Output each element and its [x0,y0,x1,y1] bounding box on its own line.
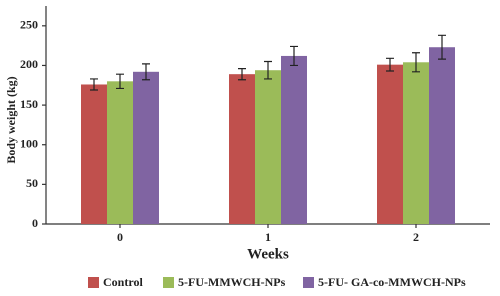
y-tick-label: 50 [26,176,38,190]
y-tick-label: 100 [20,136,38,150]
error-bar [412,52,420,73]
legend-label: Control [103,275,143,289]
x-tick-label: 2 [413,230,419,244]
error-bar [438,34,446,60]
error-bar [264,60,272,80]
bar [133,71,159,225]
bar [429,47,455,224]
legend-swatch [88,277,99,288]
y-tick-label: 250 [20,18,38,32]
bar [107,81,133,225]
bar [229,74,255,224]
bar [281,55,307,224]
bar [377,64,403,224]
error-bar [290,45,298,67]
legend-swatch [163,277,174,288]
y-tick-label: 200 [20,57,38,71]
legend-label: 5-FU- GA-co-MMWCH-NPs [318,275,466,289]
legend-label: 5-FU-MMWCH-NPs [178,275,286,289]
x-tick-label: 1 [265,230,271,244]
error-bar [238,68,246,81]
bar [403,62,429,225]
bar [81,84,107,224]
error-bar [116,73,124,90]
y-tick-label: 0 [32,216,38,230]
legend-swatch [303,277,314,288]
x-axis-label: Weeks [247,246,289,262]
x-tick-label: 0 [117,230,123,244]
y-tick-label: 150 [20,97,38,111]
error-bar [142,63,150,81]
error-bar [90,78,98,91]
y-axis-label: Body weight (kg) [4,76,18,163]
error-bar [386,57,394,72]
bar [255,70,281,224]
